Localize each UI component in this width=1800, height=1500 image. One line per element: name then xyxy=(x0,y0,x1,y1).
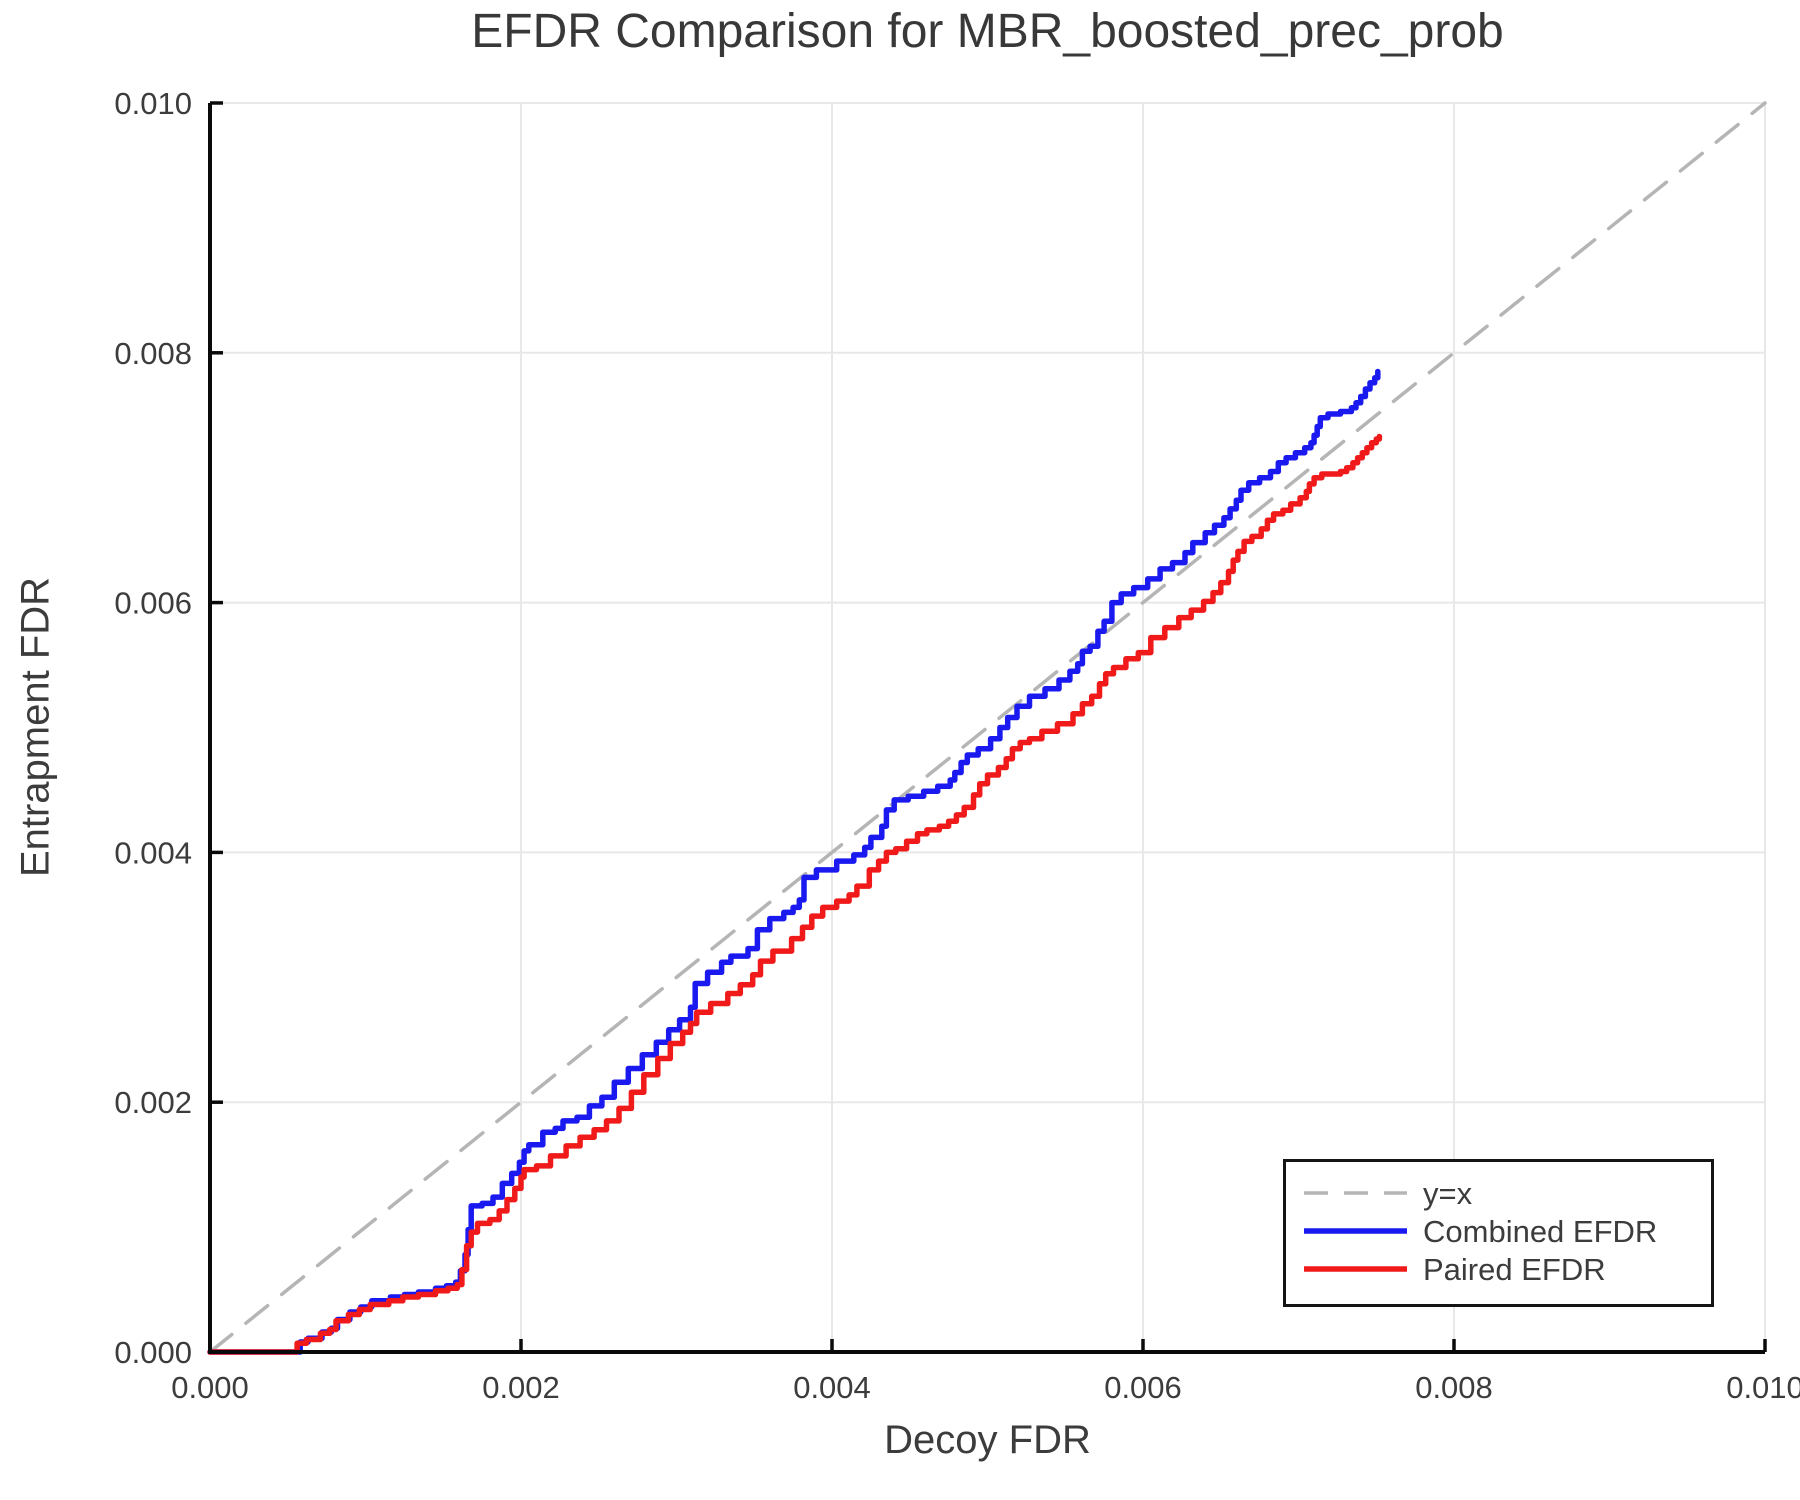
y-tick-label: 0.004 xyxy=(114,835,192,870)
y-tick-label: 0.002 xyxy=(114,1085,192,1120)
identity-line-sample xyxy=(1304,1191,1407,1195)
paired-efdr-line xyxy=(207,433,1383,1355)
legend: y=x Combined EFDR Paired EFDR xyxy=(1283,1159,1714,1307)
x-tick-label: 0.006 xyxy=(1104,1370,1182,1405)
x-tick-label: 0.008 xyxy=(1415,1370,1493,1405)
y-tick-label: 0.006 xyxy=(114,586,192,621)
paired-efdr-line-sample xyxy=(1304,1266,1407,1272)
legend-item-identity: y=x xyxy=(1302,1174,1711,1212)
legend-label-combined-efdr: Combined EFDR xyxy=(1423,1213,1658,1249)
x-tick-label: 0.004 xyxy=(793,1370,871,1405)
y-tick-label: 0.010 xyxy=(114,86,192,121)
legend-item-combined-efdr: Combined EFDR xyxy=(1302,1212,1711,1250)
y-tick-label: 0.008 xyxy=(114,336,192,371)
x-tick-label: 0.010 xyxy=(1726,1370,1800,1405)
x-tick-label: 0.000 xyxy=(171,1370,249,1405)
y-x-line xyxy=(208,101,1767,1354)
combined-efdr-line-sample xyxy=(1304,1228,1407,1234)
x-axis-label: Decoy FDR xyxy=(884,1418,1091,1462)
legend-label-identity: y=x xyxy=(1423,1175,1473,1211)
combined-efdr-line xyxy=(207,368,1381,1355)
legend-item-paired-efdr: Paired EFDR xyxy=(1302,1250,1711,1288)
y-tick-label: 0.000 xyxy=(114,1335,192,1370)
chart-title: EFDR Comparison for MBR_boosted_prec_pro… xyxy=(471,5,1504,58)
legend-label-paired-efdr: Paired EFDR xyxy=(1423,1251,1606,1287)
x-tick-label: 0.002 xyxy=(482,1370,560,1405)
